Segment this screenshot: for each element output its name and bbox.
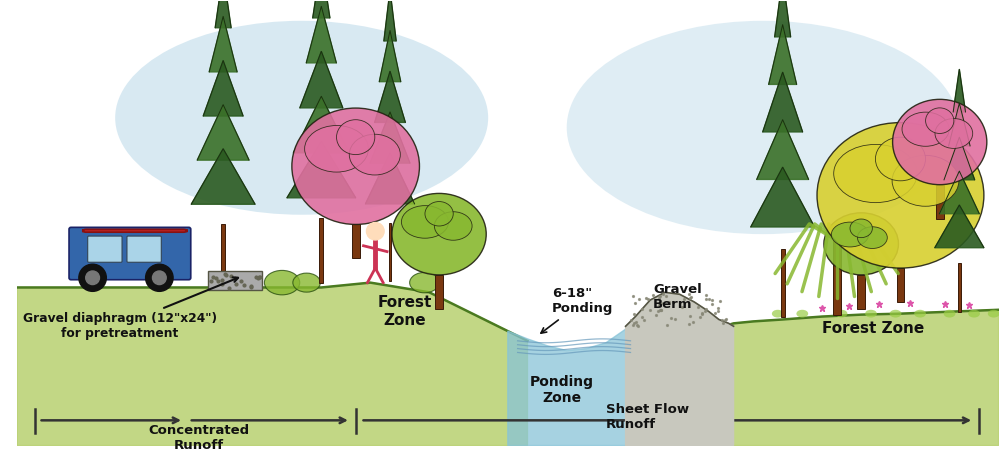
Ellipse shape [337, 120, 375, 155]
Bar [435, 275, 443, 309]
FancyBboxPatch shape [83, 229, 187, 232]
Ellipse shape [434, 212, 472, 240]
Polygon shape [953, 69, 965, 112]
Polygon shape [287, 141, 356, 198]
Ellipse shape [875, 137, 925, 181]
Text: Gravel diaphragm (12"x24")
for pretreatment: Gravel diaphragm (12"x24") for pretreatm… [23, 278, 238, 340]
Polygon shape [209, 16, 237, 72]
Ellipse shape [349, 134, 400, 175]
Text: Sheet Flow
Runoff: Sheet Flow Runoff [606, 403, 689, 431]
Polygon shape [769, 25, 797, 84]
Text: Ponding
Zone: Ponding Zone [530, 375, 594, 405]
Polygon shape [370, 112, 410, 163]
Ellipse shape [857, 227, 887, 249]
Ellipse shape [850, 219, 872, 238]
Bar [958, 263, 961, 312]
Ellipse shape [410, 273, 439, 293]
Polygon shape [724, 310, 999, 446]
Circle shape [146, 264, 173, 291]
Polygon shape [313, 0, 330, 18]
Bar [936, 185, 944, 218]
Bar [389, 223, 391, 281]
Circle shape [79, 264, 106, 291]
Text: Forest
Zone: Forest Zone [378, 295, 432, 327]
Text: Forest Zone: Forest Zone [822, 322, 924, 337]
Polygon shape [763, 72, 803, 132]
Polygon shape [939, 171, 979, 214]
Ellipse shape [425, 202, 453, 226]
Polygon shape [17, 283, 527, 446]
Ellipse shape [893, 99, 987, 185]
Ellipse shape [935, 119, 973, 148]
Ellipse shape [401, 206, 449, 238]
Polygon shape [944, 137, 975, 180]
Ellipse shape [890, 310, 901, 317]
Polygon shape [300, 51, 343, 108]
Ellipse shape [392, 193, 486, 275]
Ellipse shape [293, 273, 320, 292]
Text: Concentrated
Runoff: Concentrated Runoff [148, 424, 249, 452]
FancyBboxPatch shape [127, 236, 161, 262]
Ellipse shape [292, 108, 419, 224]
Ellipse shape [914, 310, 926, 317]
Ellipse shape [926, 108, 954, 133]
Bar [221, 224, 225, 288]
Ellipse shape [944, 310, 955, 317]
Bar [319, 218, 323, 283]
Polygon shape [215, 0, 231, 28]
Polygon shape [191, 149, 255, 204]
Ellipse shape [865, 310, 877, 317]
Ellipse shape [824, 213, 898, 275]
Ellipse shape [968, 310, 980, 317]
Bar [857, 275, 865, 309]
Polygon shape [375, 71, 405, 122]
Polygon shape [379, 31, 401, 82]
Ellipse shape [988, 310, 1000, 317]
Ellipse shape [772, 310, 784, 317]
Ellipse shape [836, 310, 847, 317]
Bar [352, 224, 360, 258]
Ellipse shape [831, 222, 869, 247]
FancyBboxPatch shape [88, 236, 122, 262]
Ellipse shape [902, 112, 949, 146]
Polygon shape [751, 167, 815, 227]
Ellipse shape [305, 125, 368, 172]
Polygon shape [203, 60, 243, 116]
Circle shape [86, 271, 99, 284]
Bar [208, 271, 262, 290]
Circle shape [152, 271, 166, 284]
Polygon shape [949, 103, 970, 146]
Polygon shape [757, 120, 809, 180]
Text: Gravel
Berm: Gravel Berm [653, 283, 702, 311]
Polygon shape [197, 105, 249, 160]
Ellipse shape [834, 144, 917, 202]
Ellipse shape [567, 21, 959, 234]
FancyBboxPatch shape [69, 227, 191, 280]
Text: 6-18"
Ponding: 6-18" Ponding [541, 288, 613, 333]
Polygon shape [384, 0, 396, 41]
Ellipse shape [892, 155, 959, 206]
Polygon shape [626, 292, 734, 446]
Ellipse shape [817, 123, 984, 268]
Ellipse shape [115, 21, 488, 215]
Bar [897, 268, 904, 302]
Polygon shape [306, 6, 336, 63]
Bar [781, 249, 785, 316]
Bar [833, 240, 841, 315]
Ellipse shape [264, 270, 300, 295]
Polygon shape [935, 205, 984, 248]
Polygon shape [365, 153, 415, 204]
Ellipse shape [796, 310, 808, 317]
Polygon shape [293, 96, 349, 153]
Polygon shape [775, 0, 791, 37]
Polygon shape [508, 322, 640, 446]
Circle shape [366, 223, 384, 240]
